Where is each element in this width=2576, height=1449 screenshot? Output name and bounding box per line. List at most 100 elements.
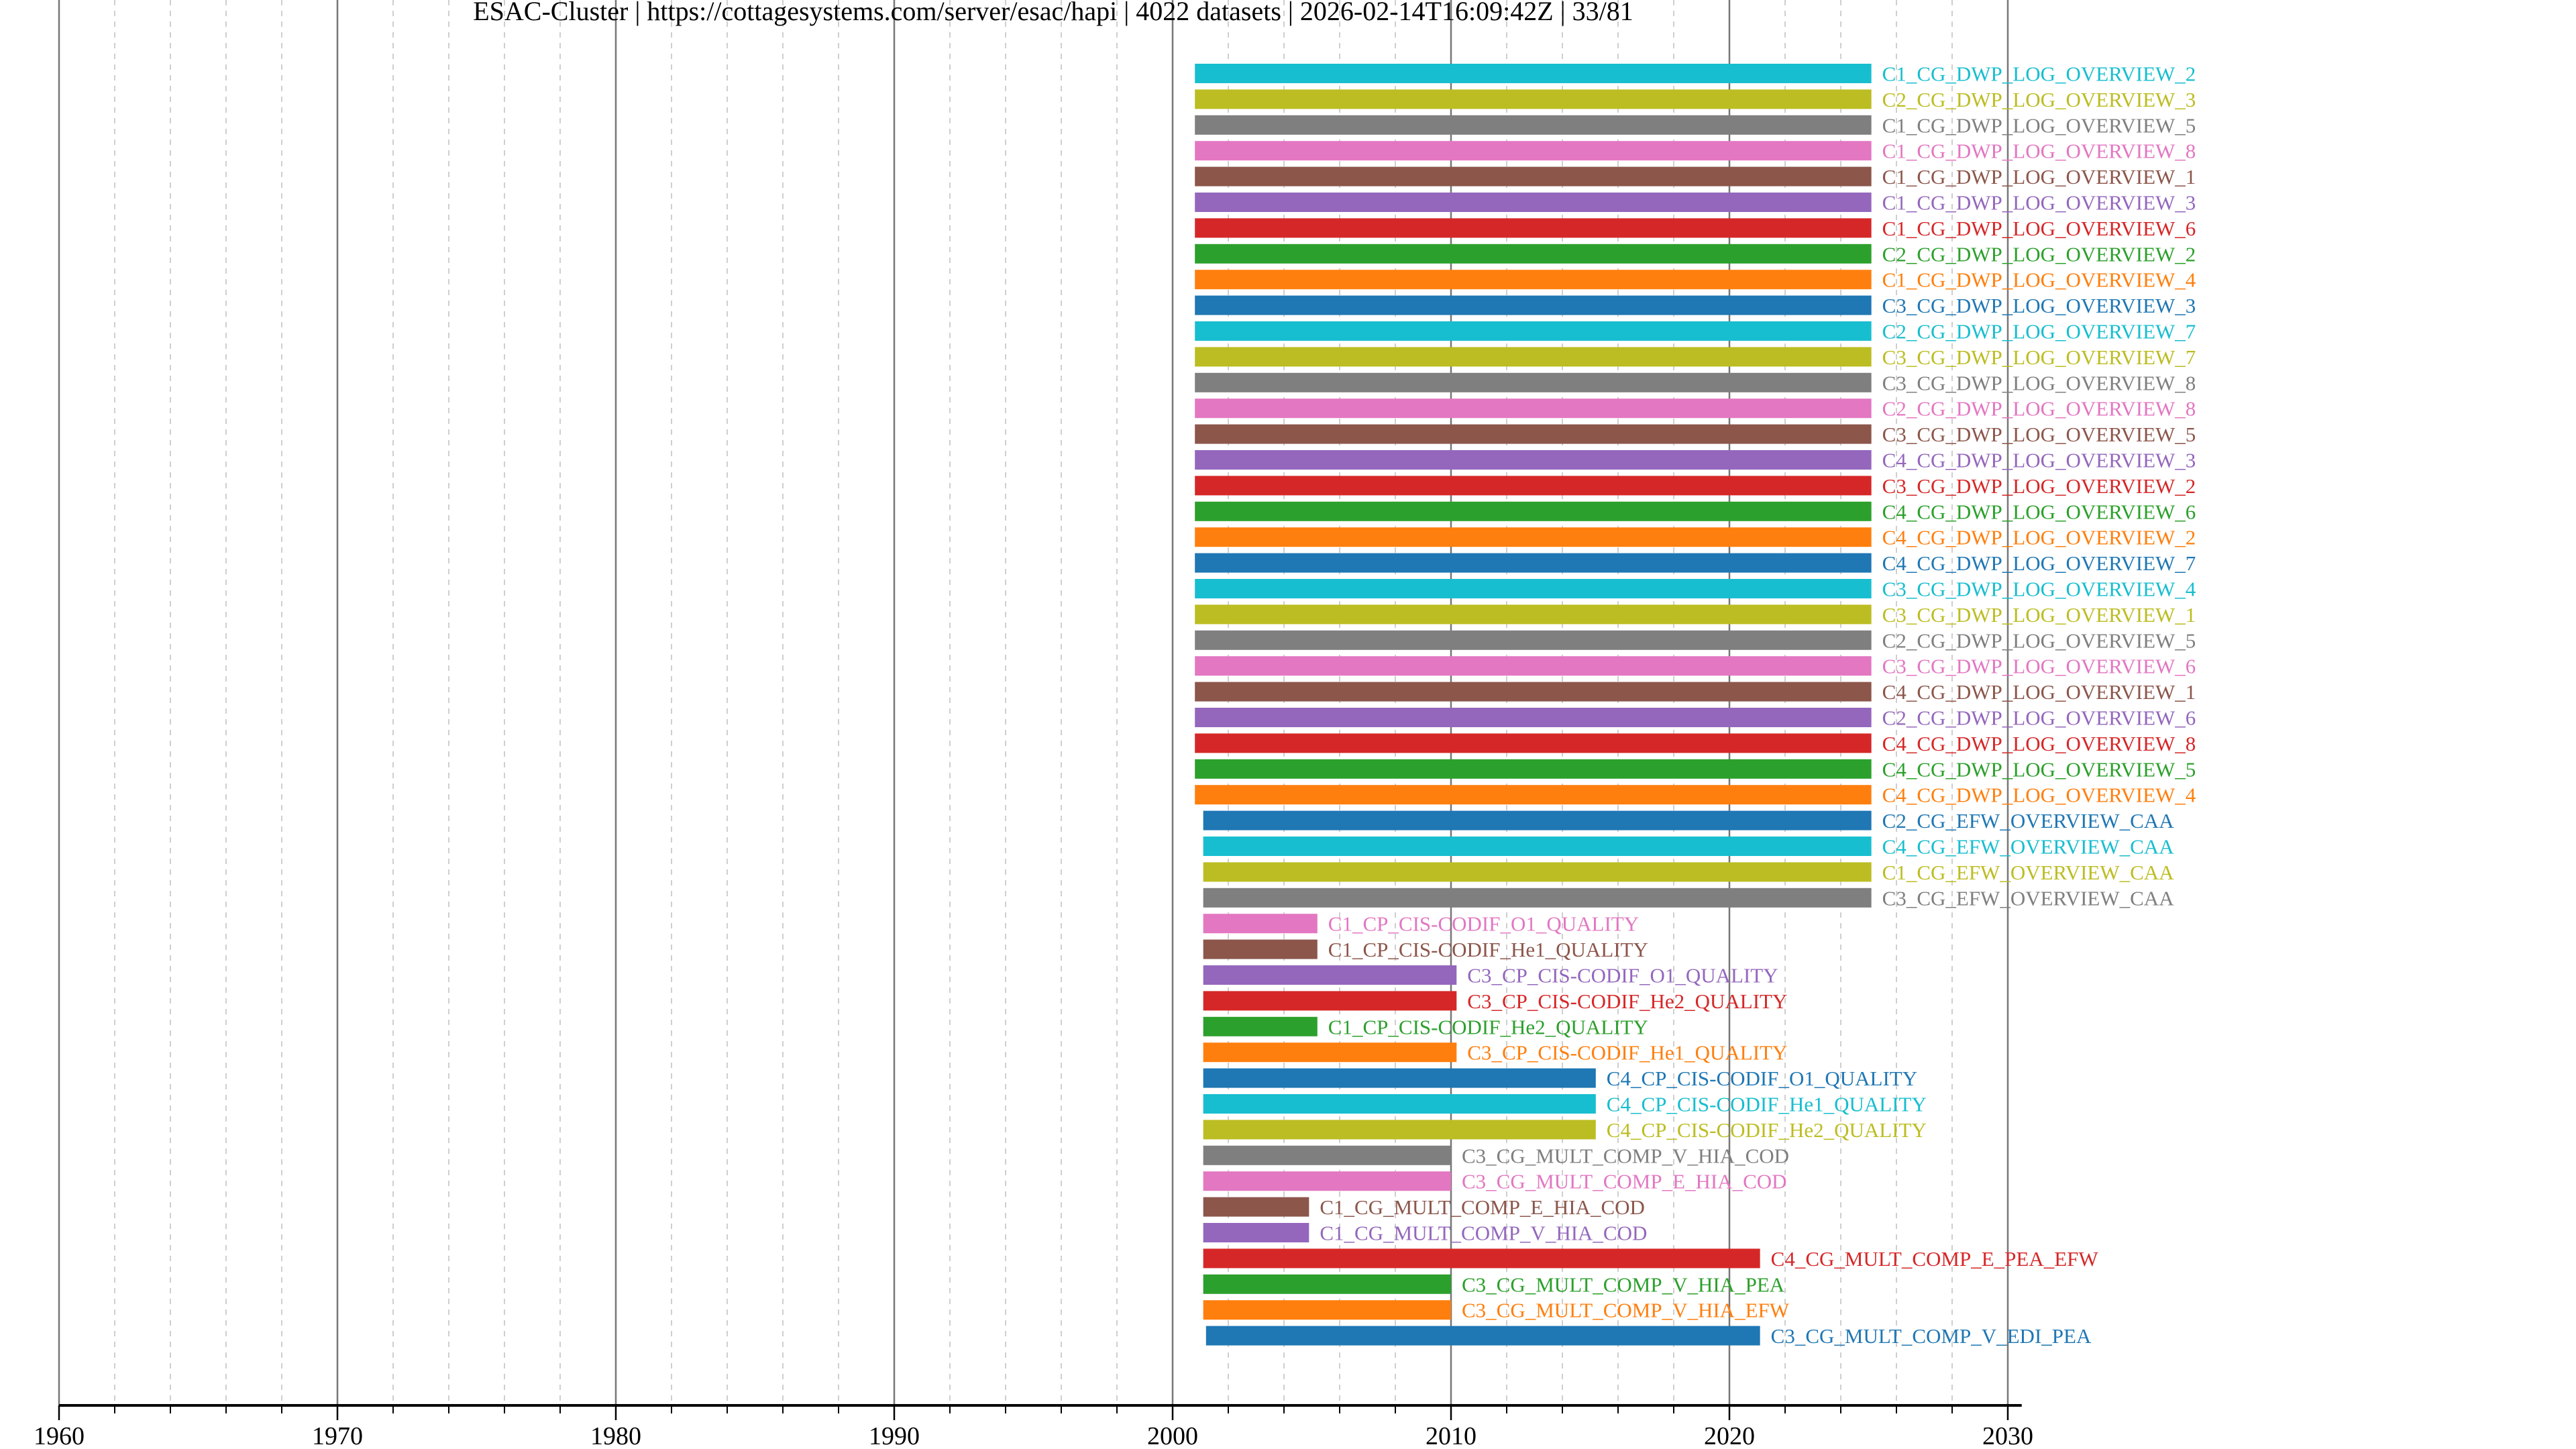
dataset-label: C3_CG_DWP_LOG_OVERVIEW_1	[1882, 603, 2196, 627]
dataset-bar	[1195, 656, 1872, 676]
dataset-row: C3_CP_CIS-CODIF_He1_QUALITY	[1203, 1041, 1787, 1065]
dataset-bar	[1195, 141, 1872, 161]
dataset-label: C3_CG_DWP_LOG_OVERVIEW_3	[1882, 294, 2196, 317]
dataset-bar	[1195, 501, 1872, 521]
dataset-bar	[1203, 862, 1872, 882]
dataset-row: C3_CP_CIS-CODIF_He2_QUALITY	[1203, 989, 1787, 1013]
dataset-row: C2_CG_DWP_LOG_OVERVIEW_3	[1195, 88, 2196, 111]
dataset-row: C3_CG_MULT_COMP_V_HIA_COD	[1203, 1144, 1789, 1167]
dataset-label: C3_CG_MULT_COMP_E_HIA_COD	[1462, 1170, 1787, 1193]
dataset-label: C4_CG_DWP_LOG_OVERVIEW_5	[1882, 757, 2196, 781]
dataset-row: C3_CG_DWP_LOG_OVERVIEW_2	[1195, 474, 2196, 498]
dataset-bar	[1195, 785, 1872, 805]
chart-title: ESAC-Cluster | https://cottagesystems.co…	[473, 0, 1633, 26]
dataset-row: C1_CP_CIS-CODIF_He2_QUALITY	[1203, 1015, 1648, 1038]
dataset-bar	[1203, 1042, 1457, 1063]
dataset-label: C3_CG_DWP_LOG_OVERVIEW_4	[1882, 578, 2196, 601]
dataset-label: C3_CG_DWP_LOG_OVERVIEW_5	[1882, 423, 2196, 446]
dataset-row: C3_CG_DWP_LOG_OVERVIEW_4	[1195, 578, 2196, 601]
dataset-bar	[1195, 89, 1872, 109]
dataset-label: C1_CG_DWP_LOG_OVERVIEW_2	[1882, 62, 2196, 86]
dataset-bar	[1205, 1326, 1760, 1346]
dataset-label: C1_CP_CIS-CODIF_He1_QUALITY	[1328, 938, 1648, 961]
dataset-bar	[1203, 965, 1457, 985]
dataset-row: C1_CG_MULT_COMP_E_HIA_COD	[1203, 1195, 1645, 1219]
dataset-bar	[1195, 682, 1872, 702]
dataset-row: C1_CG_DWP_LOG_OVERVIEW_8	[1195, 140, 2196, 163]
dataset-label: C1_CG_DWP_LOG_OVERVIEW_6	[1882, 217, 2196, 240]
dataset-label: C4_CG_DWP_LOG_OVERVIEW_3	[1882, 449, 2196, 472]
dataset-row: C1_CG_DWP_LOG_OVERVIEW_3	[1195, 191, 2196, 215]
dataset-row: C2_CG_DWP_LOG_OVERVIEW_6	[1195, 706, 2196, 730]
dataset-bar	[1195, 347, 1872, 367]
dataset-label: C3_CG_DWP_LOG_OVERVIEW_7	[1882, 345, 2196, 369]
dataset-bar	[1203, 837, 1872, 856]
dataset-row: C3_CG_MULT_COMP_V_HIA_PEA	[1203, 1273, 1785, 1296]
x-tick-label: 1990	[869, 1422, 920, 1449]
dataset-label: C1_CG_DWP_LOG_OVERVIEW_4	[1882, 268, 2196, 292]
dataset-label: C4_CG_DWP_LOG_OVERVIEW_7	[1882, 551, 2196, 575]
dataset-bar	[1203, 914, 1318, 934]
dataset-bar	[1203, 1016, 1318, 1036]
x-axis: 1960 1970 1980 1990 2000 2010 2020 2030	[34, 1404, 2033, 1449]
dataset-bar	[1195, 193, 1872, 212]
dataset-bar	[1195, 321, 1872, 341]
dataset-row: C2_CG_DWP_LOG_OVERVIEW_5	[1195, 629, 2196, 652]
dataset-bar	[1195, 630, 1872, 650]
dataset-row: C2_CG_EFW_OVERVIEW_CAA	[1203, 809, 2174, 833]
dataset-label: C1_CP_CIS-CODIF_He2_QUALITY	[1328, 1015, 1648, 1038]
dataset-row: C3_CG_DWP_LOG_OVERVIEW_8	[1195, 371, 2196, 394]
dataset-bar	[1195, 398, 1872, 419]
dataset-bar	[1195, 244, 1872, 264]
dataset-bar	[1195, 450, 1872, 470]
dataset-row: C4_CG_DWP_LOG_OVERVIEW_1	[1195, 680, 2196, 704]
dataset-label: C2_CG_DWP_LOG_OVERVIEW_5	[1882, 629, 2196, 652]
dataset-row: C1_CG_MULT_COMP_V_HIA_COD	[1203, 1222, 1647, 1245]
dataset-bar	[1203, 1120, 1596, 1140]
dataset-label: C1_CG_EFW_OVERVIEW_CAA	[1882, 861, 2175, 884]
dataset-bar	[1195, 759, 1872, 779]
dataset-row: C1_CG_DWP_LOG_OVERVIEW_1	[1195, 165, 2196, 189]
dataset-label: C4_CG_DWP_LOG_OVERVIEW_2	[1882, 526, 2196, 549]
dataset-label: C3_CG_DWP_LOG_OVERVIEW_8	[1882, 371, 2196, 394]
dataset-bar	[1203, 1197, 1309, 1217]
dataset-label: C2_CG_DWP_LOG_OVERVIEW_7	[1882, 320, 2196, 343]
dataset-row: C4_CG_DWP_LOG_OVERVIEW_6	[1195, 500, 2196, 523]
dataset-label: C3_CG_DWP_LOG_OVERVIEW_6	[1882, 655, 2196, 678]
dataset-row: C1_CG_DWP_LOG_OVERVIEW_6	[1195, 217, 2196, 240]
dataset-bar	[1203, 1145, 1451, 1165]
dataset-bar	[1203, 1223, 1309, 1242]
x-tick-label: 2010	[1426, 1422, 1477, 1449]
dataset-label: C2_CG_DWP_LOG_OVERVIEW_6	[1882, 706, 2196, 730]
dataset-bar	[1203, 1248, 1760, 1269]
dataset-bar	[1203, 1094, 1596, 1114]
dataset-label: C1_CG_DWP_LOG_OVERVIEW_1	[1882, 165, 2196, 189]
dataset-bar	[1195, 476, 1872, 496]
bars: C1_CG_DWP_LOG_OVERVIEW_2C2_CG_DWP_LOG_OV…	[1195, 62, 2196, 1348]
dataset-label: C4_CG_DWP_LOG_OVERVIEW_4	[1882, 784, 2196, 807]
dataset-row: C4_CP_CIS-CODIF_He1_QUALITY	[1203, 1093, 1927, 1116]
x-tick-label: 2020	[1704, 1422, 1755, 1449]
dataset-row: C4_CG_DWP_LOG_OVERVIEW_5	[1195, 757, 2196, 781]
dataset-bar	[1203, 1274, 1451, 1294]
dataset-bar	[1195, 218, 1872, 238]
x-tick-label: 1970	[312, 1422, 363, 1449]
dataset-label: C4_CG_EFW_OVERVIEW_CAA	[1882, 835, 2175, 859]
dataset-bar	[1195, 708, 1872, 727]
dataset-label: C4_CP_CIS-CODIF_O1_QUALITY	[1607, 1067, 1917, 1090]
dataset-row: C1_CP_CIS-CODIF_O1_QUALITY	[1203, 912, 1639, 936]
dataset-row: C3_CG_MULT_COMP_E_HIA_COD	[1203, 1170, 1787, 1193]
grid	[58, 0, 2009, 1405]
dataset-row: C3_CG_MULT_COMP_V_EDI_PEA	[1205, 1324, 2092, 1348]
dataset-label: C1_CG_DWP_LOG_OVERVIEW_8	[1882, 140, 2196, 163]
dataset-bar	[1195, 579, 1872, 598]
dataset-label: C4_CP_CIS-CODIF_He2_QUALITY	[1607, 1118, 1927, 1142]
dataset-label: C1_CG_MULT_COMP_V_HIA_COD	[1320, 1222, 1647, 1245]
dataset-label: C4_CG_DWP_LOG_OVERVIEW_1	[1882, 680, 2196, 704]
dataset-bar	[1195, 295, 1872, 315]
dataset-label: C1_CG_DWP_LOG_OVERVIEW_5	[1882, 113, 2196, 137]
dataset-label: C3_CP_CIS-CODIF_O1_QUALITY	[1467, 964, 1778, 987]
dataset-label: C3_CG_EFW_OVERVIEW_CAA	[1882, 886, 2175, 910]
dataset-row: C4_CP_CIS-CODIF_He2_QUALITY	[1203, 1118, 1927, 1142]
dataset-label: C3_CP_CIS-CODIF_He1_QUALITY	[1467, 1041, 1787, 1065]
